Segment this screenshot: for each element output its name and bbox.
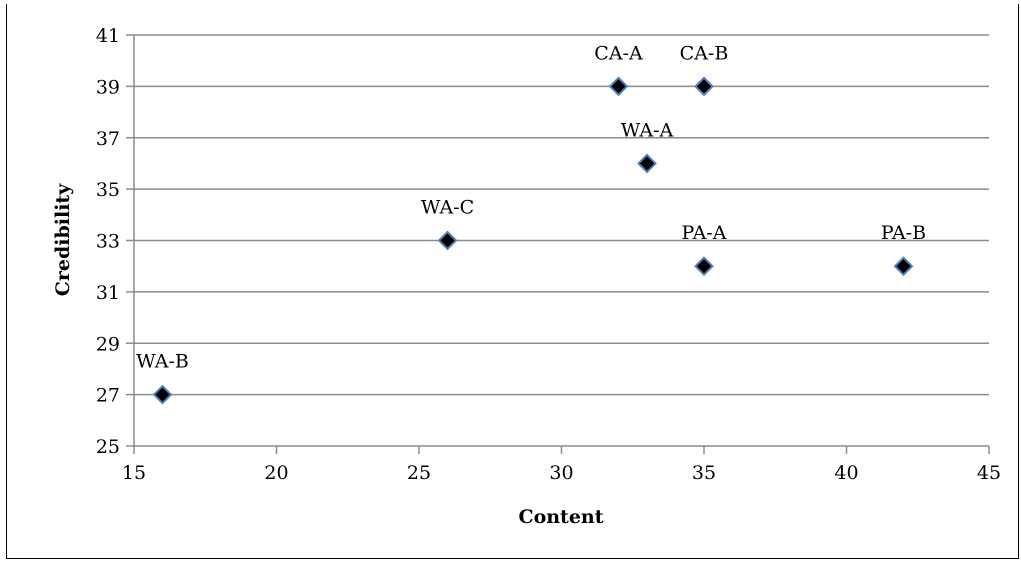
data-point-pa-a	[694, 256, 714, 277]
point-layer: CA-A CA-B WA-A WA-C PA-A PA-B WA-B	[136, 42, 926, 405]
x-tick-label: 30	[549, 462, 573, 484]
y-tick-label: 37	[96, 128, 120, 150]
data-label-pa-a: PA-A	[682, 222, 727, 244]
y-axis-title: Credibility	[52, 183, 74, 296]
data-label-wa-b: WA-B	[136, 351, 189, 373]
data-label-ca-a: CA-A	[594, 42, 643, 64]
y-tick-label: 25	[96, 436, 120, 458]
data-point-wa-b	[152, 384, 173, 405]
data-label-pa-b: PA-B	[881, 222, 926, 244]
y-tick-label: 35	[96, 179, 120, 201]
data-label-wa-a: WA-A	[621, 119, 674, 141]
data-point-pa-b	[893, 256, 914, 277]
axis-layer: 25 27 29 31 33 35 37 39 41 15 20 25 30 35 40 45	[96, 25, 1001, 484]
data-label-ca-b: CA-B	[680, 42, 729, 64]
y-tick-label: 33	[96, 231, 120, 253]
x-tick-label: 25	[407, 462, 431, 484]
y-tick-label: 39	[96, 76, 120, 98]
data-point-wa-a	[637, 153, 657, 174]
y-tick-label: 31	[96, 282, 120, 304]
data-point-ca-b	[694, 76, 714, 97]
y-tick-label: 29	[96, 333, 120, 355]
data-label-wa-c: WA-C	[421, 197, 474, 219]
data-point-ca-a	[608, 76, 629, 97]
x-axis-title: Content	[518, 506, 603, 528]
x-tick-label: 45	[977, 462, 1001, 484]
x-tick-label: 20	[264, 462, 288, 484]
y-tick-label: 27	[96, 385, 120, 407]
x-tick-label: 15	[122, 462, 146, 484]
x-tick-label: 40	[834, 462, 858, 484]
chart-frame	[6, 4, 1019, 559]
data-point-wa-c	[437, 230, 458, 251]
y-tick-label: 41	[96, 25, 120, 47]
x-tick-label: 35	[692, 462, 716, 484]
grid-layer	[126, 34, 989, 396]
